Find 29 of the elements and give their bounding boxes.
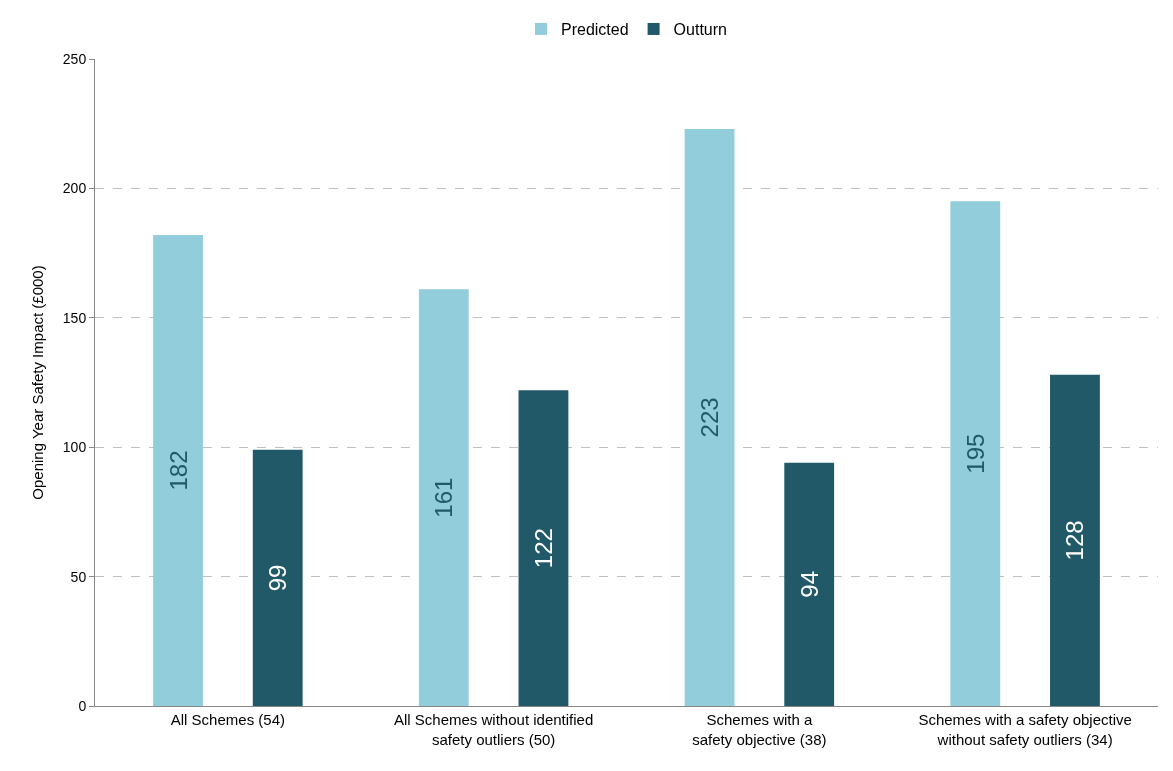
data-label: 182: [164, 450, 192, 491]
legend-label: Outturn: [673, 21, 727, 39]
data-label: 99: [264, 564, 292, 592]
data-label: 195: [961, 433, 989, 474]
bar: [1050, 374, 1100, 706]
y-tick-label: 200: [62, 180, 87, 197]
bar: [518, 390, 569, 706]
bar: [418, 289, 469, 706]
y-axis-title: Opening Year Safety Impact (£000): [29, 265, 47, 500]
data-label: 223: [696, 397, 724, 438]
y-tick-label: 50: [70, 568, 87, 585]
y-tick-label: 0: [78, 697, 87, 714]
y-tick-label: 150: [62, 309, 87, 326]
x-tick-label: All Schemes without identified safety outliers (50): [393, 711, 594, 748]
x-tick-label: Schemes with a safety objective (38): [692, 711, 827, 748]
data-label: 161: [430, 477, 458, 518]
y-tick-label: 250: [62, 50, 87, 67]
data-label: 94: [795, 571, 823, 598]
data-label: 128: [1061, 520, 1089, 561]
bar: [950, 201, 1001, 706]
x-tick-label: Schemes with a safety objective without safety outliers (34): [918, 711, 1132, 748]
legend-label: Predicted: [561, 21, 629, 39]
bar: [153, 234, 203, 706]
x-tick-label: All Schemes (54): [170, 711, 285, 728]
bar: [252, 449, 303, 706]
y-tick-label: 100: [62, 439, 87, 456]
data-label: 122: [529, 528, 557, 569]
bar: [784, 462, 835, 706]
bar: [684, 128, 735, 706]
